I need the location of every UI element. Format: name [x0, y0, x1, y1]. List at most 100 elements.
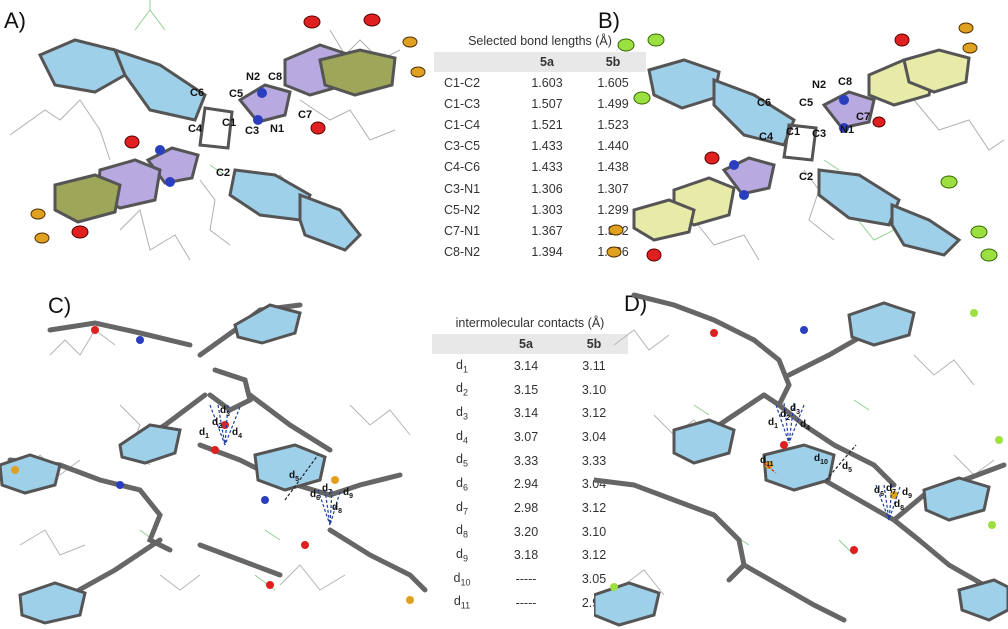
panel-b-nitrogen-atom [839, 123, 849, 133]
panel-b-fluorine-atom [980, 248, 998, 262]
panel-b-fluorine-atom [647, 33, 665, 47]
contact-index: 11 [460, 600, 471, 611]
bond-table-row: C3-N1 1.306 1.307 [434, 178, 646, 199]
contact-label-index: 5 [295, 476, 299, 483]
panel-b-fluorine-atom [970, 225, 988, 239]
panel-d-h-fragments [693, 399, 870, 556]
panel-a-bromine-atom [402, 36, 418, 48]
contact-label-symbol: d [310, 489, 316, 500]
panel-d-heteroatoms [610, 309, 1003, 591]
panel-d: D) [594, 285, 1008, 629]
contact-line [284, 454, 319, 501]
contact-label-index: 8 [900, 505, 904, 512]
bond-table-caption: Selected bond lengths (Å) [468, 34, 612, 48]
contact-distance-cell: 2.98 [513, 500, 539, 515]
contact-name-cell: d2 [432, 378, 492, 402]
bond-table-row: C1-C3 1.507 1.499 [434, 93, 646, 114]
panel-d-ring-right [922, 476, 991, 522]
panel-d-ring-top-right [847, 301, 916, 347]
contact-label: d9 [902, 487, 912, 500]
panel-d-fluorine-atom [610, 583, 618, 591]
contact-table-row: d8 3.20 3.10 [432, 520, 628, 544]
panel-d-fluorine-atom [988, 521, 996, 529]
contact-label-symbol: d [199, 427, 205, 438]
contact-label: d3 [220, 405, 230, 418]
panel-b-bromine-atom [608, 224, 624, 236]
panel-a-label: A) [4, 8, 26, 33]
panel-c-oxygen-atom [221, 421, 229, 429]
atom-label: C4 [759, 131, 774, 143]
bond-length-cell: 1.433 [531, 160, 563, 175]
panel-d-nitrogen-atom [800, 326, 808, 334]
panel-b-label: B) [598, 8, 620, 33]
panel-a-oxygen-atom [310, 121, 326, 135]
bond-length-cell: 1.307 [597, 181, 629, 196]
atom-label: C6 [190, 87, 204, 99]
bond-length-cell: 1.299 [597, 202, 629, 217]
contact-line [788, 402, 795, 444]
panel-a-ring-lower-right-inner [228, 168, 312, 222]
contact-index: 10 [460, 577, 471, 588]
panel-d-ring-bottom-left [594, 581, 661, 627]
contact-label: d9 [343, 487, 353, 500]
bond-table-row: C8-N21.3941.366 [434, 242, 646, 263]
bond-name-cell: C3-C5 [444, 139, 481, 154]
panel-a-oxygen-atom [71, 225, 89, 239]
contact-distance-cell: 3.10 [581, 524, 607, 539]
panel-c-contacts-upper [209, 404, 241, 446]
contact-label-index: 3 [226, 411, 230, 418]
contact-label-symbol: d [760, 455, 766, 466]
panel-a-nitrogen-atom [253, 115, 263, 125]
panel-d-fluorine-atom [970, 309, 978, 317]
contact-distance-cell: 3.14 [513, 358, 539, 373]
panel-d-contacts-lower [875, 484, 901, 521]
panel-b-oxygen-atom [704, 151, 720, 165]
atom-label: C1 [222, 117, 236, 129]
contact-line [217, 404, 226, 446]
panel-d-fluorine-atom [995, 436, 1003, 444]
atom-label: C1 [786, 126, 800, 138]
contact-label-symbol: d [289, 470, 295, 481]
atom-label: C7 [856, 111, 870, 123]
contact-label-index: 4 [806, 425, 810, 432]
contact-label-index: 7 [892, 489, 896, 496]
panel-b-h-fragments [823, 159, 895, 241]
contact-label: d2 [212, 417, 222, 430]
contact-distance-cell: ----- [515, 595, 537, 610]
panel-d-oxygen-atom [780, 441, 788, 449]
contact-table-row: d10 ----- 3.05 [432, 567, 628, 591]
bond-table-header-cell [434, 52, 514, 72]
atom-label: C7 [298, 109, 312, 121]
contact-label: d6 [874, 485, 884, 498]
panel-a-ring-upper-left-outer [37, 38, 127, 94]
panel-b-bromine-atom [606, 246, 622, 258]
contact-label-index: 4 [238, 433, 242, 440]
contact-label-symbol: d [232, 427, 238, 438]
contact-symbol: d [456, 428, 463, 443]
bond-length-cell: 1.433 [531, 139, 563, 154]
panel-c-oxygen-atom [91, 326, 99, 334]
panel-d-ring-bottom-right [957, 578, 1008, 622]
contact-label-index: 6 [316, 495, 320, 502]
contact-label: d5 [842, 461, 852, 474]
panel-a-oxygen-atom [124, 135, 140, 149]
panel-a-central-core [198, 106, 234, 150]
panel-b-fluorine-atom [940, 175, 958, 189]
bond-table-header-cell: 5a [514, 52, 580, 72]
panel-d-ring-mid [762, 443, 836, 492]
contact-name-cell: d8 [432, 520, 492, 544]
contact-line [775, 404, 790, 444]
contact-line [317, 489, 331, 526]
panel-b-background-chains [693, 99, 1005, 261]
bond-length-cell: 1.523 [597, 117, 629, 132]
panel-b-oxygen-atom [894, 33, 910, 47]
panel-d-contact-d5 [825, 444, 857, 481]
contact-label: d8 [894, 499, 904, 512]
contact-label-symbol: d [212, 417, 218, 428]
panel-a-bromine-atom [30, 208, 46, 220]
contact-symbol: d [456, 357, 463, 372]
atom-label: N2 [812, 79, 826, 91]
atom-label: C8 [838, 76, 852, 88]
